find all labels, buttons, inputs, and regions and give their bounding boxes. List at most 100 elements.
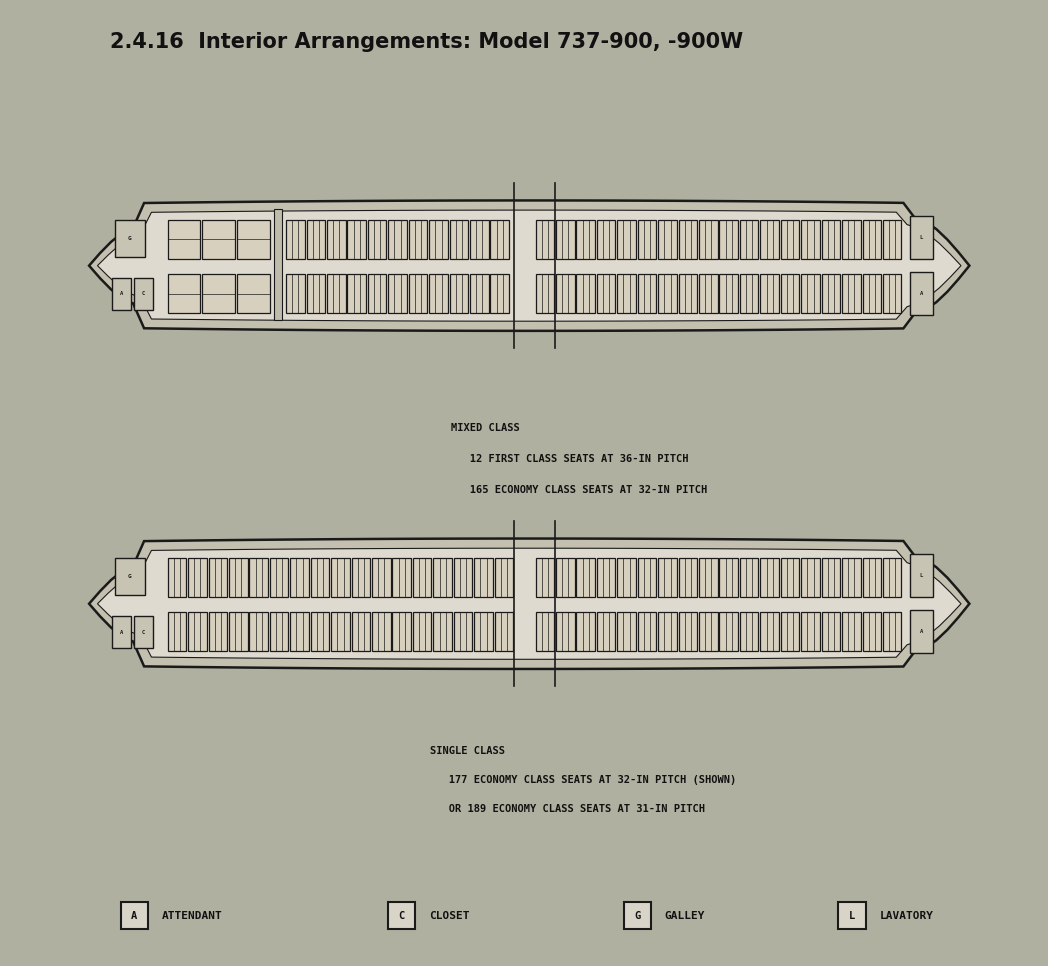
Bar (168, 274, 200, 314)
Bar (637, 220, 656, 259)
Bar (760, 558, 779, 597)
Bar (430, 220, 447, 259)
Bar (842, 558, 860, 597)
PathPatch shape (89, 539, 969, 668)
Text: C: C (398, 911, 405, 921)
Bar (822, 274, 840, 313)
Bar (863, 274, 881, 313)
Bar (910, 554, 933, 597)
Bar (286, 274, 305, 313)
Bar (637, 612, 656, 651)
Bar (413, 558, 432, 597)
Bar (801, 274, 820, 313)
Bar (490, 274, 509, 313)
Bar (760, 612, 779, 651)
Bar (781, 274, 800, 313)
Bar (368, 274, 387, 313)
Bar (372, 558, 391, 597)
Bar (475, 612, 493, 651)
Bar (699, 558, 718, 597)
Text: 165 ECONOMY CLASS SEATS AT 32-IN PITCH: 165 ECONOMY CLASS SEATS AT 32-IN PITCH (451, 485, 707, 495)
Bar (596, 274, 615, 313)
Bar (331, 612, 350, 651)
Bar (168, 612, 187, 651)
Bar (576, 612, 595, 651)
Bar (450, 274, 468, 313)
Bar (838, 902, 866, 929)
Bar (413, 612, 432, 651)
Bar (471, 274, 488, 313)
Bar (576, 220, 595, 259)
Text: 12 FIRST CLASS SEATS AT 36-IN PITCH: 12 FIRST CLASS SEATS AT 36-IN PITCH (451, 454, 689, 464)
Bar (368, 220, 387, 259)
Bar (490, 220, 509, 259)
Bar (822, 220, 840, 259)
Bar (290, 558, 309, 597)
Bar (863, 558, 881, 597)
Bar (801, 220, 820, 259)
Bar (863, 220, 881, 259)
Text: GALLEY: GALLEY (664, 911, 705, 921)
Bar (842, 274, 860, 313)
Bar (471, 220, 488, 259)
Bar (637, 558, 656, 597)
Bar (310, 612, 329, 651)
Bar (409, 220, 428, 259)
Bar (121, 902, 148, 929)
Bar (306, 220, 325, 259)
Text: A: A (919, 629, 923, 635)
Bar (719, 612, 738, 651)
Bar (760, 220, 779, 259)
Bar (822, 612, 840, 651)
Text: A: A (919, 291, 923, 297)
Bar (409, 274, 428, 313)
Bar (555, 612, 574, 651)
Text: L: L (849, 911, 855, 921)
Bar (740, 612, 759, 651)
Bar (555, 274, 574, 313)
Bar (202, 274, 235, 314)
Bar (389, 220, 407, 259)
Bar (352, 558, 370, 597)
Bar (389, 274, 407, 313)
Bar (348, 274, 366, 313)
Text: LAVATORY: LAVATORY (879, 911, 934, 921)
PathPatch shape (97, 210, 961, 321)
Bar (678, 558, 697, 597)
Bar (678, 612, 697, 651)
Bar (430, 274, 447, 313)
Bar (237, 274, 269, 314)
Bar (699, 612, 718, 651)
Bar (209, 612, 227, 651)
Bar (617, 220, 636, 259)
Bar (536, 274, 554, 313)
Bar (882, 612, 901, 651)
Bar (740, 558, 759, 597)
Bar (327, 220, 346, 259)
Bar (536, 612, 554, 651)
Text: L: L (919, 573, 923, 579)
Bar (658, 558, 677, 597)
Bar (740, 274, 759, 313)
Bar (372, 612, 391, 651)
Text: ATTENDANT: ATTENDANT (161, 911, 222, 921)
Bar (134, 616, 153, 648)
Bar (189, 612, 206, 651)
Bar (576, 274, 595, 313)
Text: MIXED CLASS: MIXED CLASS (451, 423, 520, 433)
Bar (115, 220, 145, 257)
Bar (781, 612, 800, 651)
Bar (475, 558, 493, 597)
Bar (237, 219, 269, 259)
Bar (617, 558, 636, 597)
Bar (495, 612, 514, 651)
Bar (882, 274, 901, 313)
PathPatch shape (89, 201, 969, 330)
Bar (822, 558, 840, 597)
Bar (617, 612, 636, 651)
Bar (760, 274, 779, 313)
Bar (781, 220, 800, 259)
Bar (348, 220, 366, 259)
Bar (699, 274, 718, 313)
Bar (624, 902, 651, 929)
